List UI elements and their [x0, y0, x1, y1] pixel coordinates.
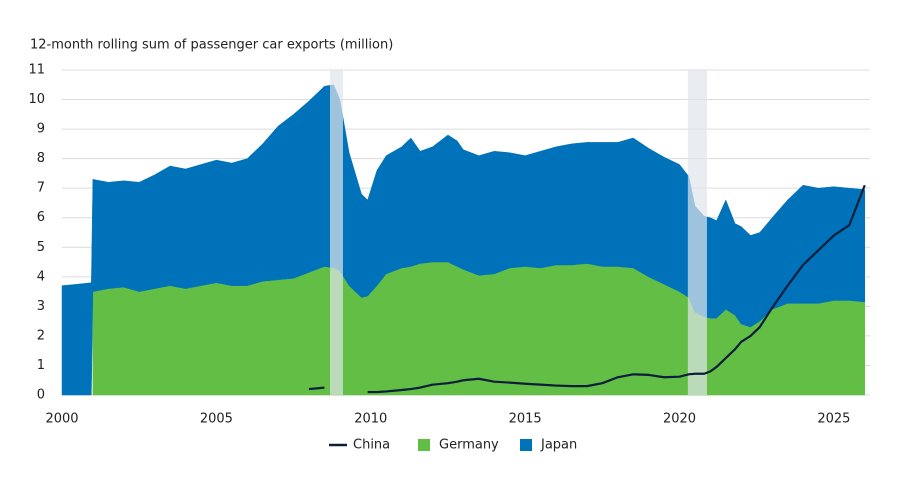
legend-label: Germany: [439, 438, 499, 453]
y-tick-label: 9: [37, 122, 45, 137]
x-tick-label: 2020: [663, 412, 696, 427]
y-tick-label: 7: [37, 181, 45, 196]
line: [308, 184, 866, 394]
y-tick-label: 1: [37, 358, 45, 373]
x-tick-label: 2010: [354, 412, 387, 427]
legend-swatch: [520, 439, 532, 451]
shaded-period: [329, 70, 343, 395]
x-tick-label: 2000: [45, 412, 78, 427]
x-tick-label: 2015: [509, 412, 542, 427]
x-tick-label: 2005: [200, 412, 233, 427]
shaded-period: [687, 70, 707, 395]
axis-title: 12-month rolling sum of passenger car ex…: [30, 38, 393, 53]
y-tick-label: 10: [28, 92, 45, 107]
y-tick-label: 5: [37, 240, 45, 255]
x-tick-label: 2025: [817, 412, 850, 427]
legend-label: Japan: [540, 438, 577, 453]
y-tick-label: 6: [37, 210, 45, 225]
y-tick-label: 4: [37, 269, 45, 284]
legend-label: China: [353, 438, 390, 453]
y-tick-label: 2: [37, 328, 45, 343]
legend-swatch: [418, 439, 430, 451]
y-tick-label: 0: [37, 388, 45, 403]
y-tick-label: 11: [28, 63, 45, 78]
y-tick-label: 3: [37, 299, 45, 314]
y-tick-label: 8: [37, 151, 45, 166]
